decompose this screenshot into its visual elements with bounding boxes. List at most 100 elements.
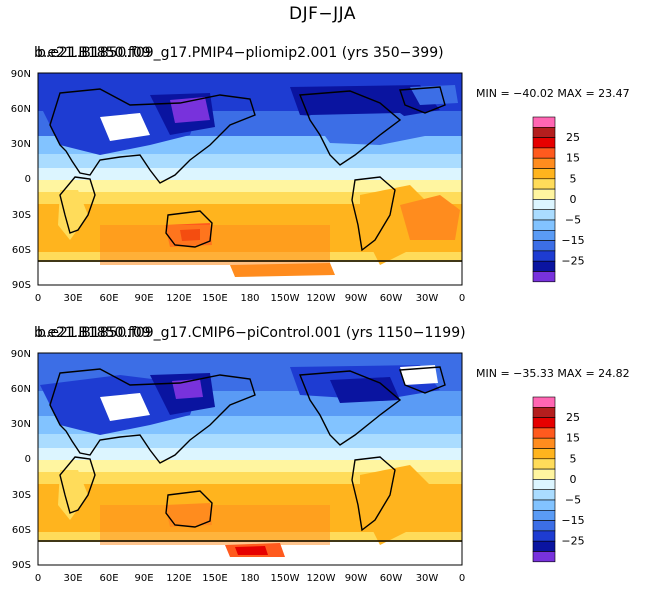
map-plot: 90N 60N 30N 0 30S 60S 90S 0 30E 60E 90E … [11, 349, 585, 584]
lon-label: 60W [380, 573, 403, 584]
lon-label: 150W [271, 573, 300, 584]
colorbar: 25 15 5 0 −5 −15 −25 [532, 116, 585, 283]
lon-label: 180 [240, 573, 259, 584]
colorbar-swatch [532, 530, 556, 542]
colorbar-swatch [532, 147, 556, 159]
colorbar-label: −25 [561, 535, 584, 548]
lat-label-eq: 0 [25, 174, 31, 185]
lat-label-30n: 30N [11, 419, 31, 430]
colorbar-swatch [532, 209, 556, 221]
colorbar-swatch [532, 427, 556, 439]
colorbar-label: 25 [566, 411, 580, 424]
colorbar-swatch [532, 407, 556, 418]
lat-labels: 90N 60N 30N 0 30S 60S 90S [11, 69, 31, 291]
lon-label: 60E [99, 293, 118, 304]
lon-label: 30E [63, 573, 82, 584]
colorbar-swatch [532, 468, 556, 480]
map-frame [37, 352, 463, 566]
colorbar-swatch [532, 520, 556, 532]
colorbar-swatch [532, 417, 556, 429]
lon-label: 120W [307, 293, 336, 304]
colorbar-label: 0 [570, 473, 577, 486]
max-value: MAX = 24.82 [557, 367, 630, 380]
colorbar-swatch [532, 448, 556, 460]
lat-label-90s: 90S [12, 280, 31, 291]
colorbar-swatch [532, 127, 556, 138]
lat-label-90s: 90S [12, 560, 31, 571]
colorbar-swatch [532, 260, 556, 272]
colorbar-swatch [532, 240, 556, 252]
lon-label: 90E [134, 573, 153, 584]
lat-label-30s: 30S [12, 210, 31, 221]
colorbar-swatch [532, 489, 556, 501]
min-value: MIN = −40.02 [476, 87, 554, 100]
lon-label: 30W [416, 293, 439, 304]
map-plot: 90N 60N 30N 0 30S 60S 90S 0 30E 60E 90E … [11, 69, 585, 304]
lon-label: 90W [345, 293, 368, 304]
panel-title-text: b.e21.B1850.f09_g17.CMIP6−piControl.001 … [37, 325, 466, 341]
colorbar-label: 15 [566, 152, 580, 165]
lat-labels: 90N 60N 30N 0 30S 60S 90S [11, 349, 31, 571]
panel-pliomip: b.e21.B1850.f09 b.e21.B1850.f09_g17.PMIP… [0, 45, 645, 335]
colorbar-swatch [532, 396, 556, 408]
colorbar-label: −15 [561, 514, 584, 527]
lon-label: 180 [240, 293, 259, 304]
colorbar-label: 25 [566, 131, 580, 144]
lon-label: 120E [166, 573, 191, 584]
figure-title: DJF−JJA [289, 4, 356, 24]
lon-label: 30W [416, 573, 439, 584]
colorbar-swatch [532, 230, 556, 241]
lon-label: 60E [99, 573, 118, 584]
temperature-field [38, 73, 462, 285]
colorbar-swatch [532, 551, 556, 563]
colorbar-label: 5 [570, 172, 577, 185]
colorbar-label: 5 [570, 452, 577, 465]
colorbar-swatch [532, 219, 556, 231]
lon-label: 120E [166, 293, 191, 304]
lon-label: 150E [202, 573, 227, 584]
colorbar-label: 0 [570, 193, 577, 206]
lon-label: 0 [35, 573, 41, 584]
colorbar-swatch [532, 437, 556, 449]
lat-label-60n: 60N [11, 104, 31, 115]
panel-title-overlap: b.e21.B1850.f09 [34, 45, 151, 61]
colorbar-swatch [532, 250, 556, 262]
temperature-field [38, 353, 462, 565]
colorbar-swatch [532, 168, 556, 180]
panel-title-overlap: b.e21.B1850.f09 [34, 325, 151, 341]
lon-label: 90E [134, 293, 153, 304]
lat-label-eq: 0 [25, 454, 31, 465]
colorbar-label: −5 [565, 494, 581, 507]
lat-label-90n: 90N [11, 69, 31, 80]
panel-picontrol: b.e21.B1850.f09 b.e21.B1850.f09_g17.CMIP… [0, 325, 645, 615]
colorbar-swatch [532, 479, 556, 491]
colorbar-swatch [532, 137, 556, 149]
colorbar-swatch [532, 116, 556, 128]
lat-label-30n: 30N [11, 139, 31, 150]
min-max-readout: MIN = −40.02 MAX = 23.47 [476, 87, 630, 100]
lat-label-60s: 60S [12, 245, 31, 256]
lon-label: 90W [345, 573, 368, 584]
lon-label: 60W [380, 293, 403, 304]
lat-label-60n: 60N [11, 384, 31, 395]
lon-label: 120W [307, 573, 336, 584]
panel-title-text: b.e21.B1850.f09_g17.PMIP4−pliomip2.001 (… [37, 45, 444, 61]
colorbar-swatch [532, 540, 556, 552]
min-value: MIN = −35.33 [476, 367, 554, 380]
lon-labels: 0 30E 60E 90E 120E 150E 180 150W 120W 90… [35, 293, 465, 304]
lon-label: 150E [202, 293, 227, 304]
colorbar-label: −15 [561, 234, 584, 247]
max-value: MAX = 23.47 [557, 87, 630, 100]
colorbar-swatch [532, 188, 556, 200]
colorbar-label: −25 [561, 255, 584, 268]
lat-label-60s: 60S [12, 525, 31, 536]
colorbar-swatch [532, 458, 556, 470]
lon-labels: 0 30E 60E 90E 120E 150E 180 150W 120W 90… [35, 573, 465, 584]
colorbar-label: −5 [565, 214, 581, 227]
lon-label: 0 [35, 293, 41, 304]
colorbar-swatch [532, 510, 556, 521]
lon-label: 150W [271, 293, 300, 304]
lon-label: 0 [459, 293, 465, 304]
min-max-readout: MIN = −35.33 MAX = 24.82 [476, 367, 630, 380]
colorbar-swatch [532, 271, 556, 283]
